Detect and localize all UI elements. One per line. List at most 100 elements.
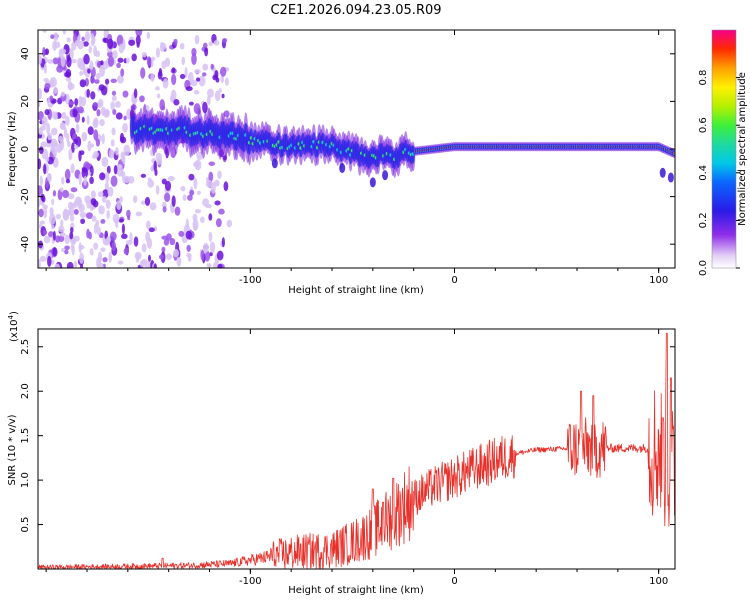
noise-blob — [78, 173, 82, 185]
spectrogram-marks — [38, 30, 675, 268]
noise-blob — [83, 53, 90, 65]
noise-blob — [125, 239, 133, 246]
noise-blob — [79, 252, 85, 265]
noise-blob — [47, 172, 52, 182]
noise-blob — [121, 170, 126, 183]
noise-blob — [60, 55, 66, 68]
noise-blob — [106, 209, 110, 220]
noise-blob — [97, 191, 104, 198]
noise-blob — [69, 231, 74, 240]
noise-blob — [93, 129, 99, 141]
noise-blob — [43, 206, 48, 219]
noise-blob — [123, 115, 127, 121]
noise-blob — [171, 73, 177, 86]
noise-blob — [220, 75, 225, 83]
noise-blob — [55, 235, 61, 243]
noise-blob — [95, 138, 100, 147]
noise-blob — [73, 200, 78, 209]
noise-blob — [156, 93, 161, 99]
noise-blob — [157, 70, 163, 80]
noise-blob — [100, 247, 106, 252]
noise-blob — [153, 263, 157, 268]
noise-blob — [102, 257, 108, 263]
noise-blob — [126, 209, 131, 218]
noise-blob — [88, 45, 92, 54]
snr-x-tick-label: -100 — [239, 576, 262, 587]
noise-blob — [45, 156, 50, 163]
noise-blob — [52, 157, 59, 168]
noise-blob — [64, 249, 69, 255]
noise-blob — [78, 203, 85, 213]
noise-blob — [82, 41, 89, 47]
noise-blob — [65, 68, 72, 78]
noise-blob — [161, 201, 167, 208]
noise-blob — [99, 172, 106, 181]
snr-y-tick-label: 0.5 — [20, 517, 31, 533]
noise-blob — [40, 141, 48, 148]
noise-blob — [210, 63, 214, 70]
noise-blob — [146, 56, 152, 67]
noise-blob — [118, 43, 125, 54]
noise-blob — [108, 149, 114, 159]
noise-blob — [115, 112, 123, 120]
noise-blob — [150, 56, 156, 62]
noise-blob — [110, 101, 115, 111]
noise-blob — [51, 198, 55, 206]
noise-blob — [43, 63, 47, 74]
noise-blob — [70, 243, 74, 252]
snr-y-tick-label: 1.5 — [20, 428, 31, 444]
noise-blob — [107, 55, 115, 67]
noise-blob — [79, 211, 87, 218]
spectrogram-panel: -100 0 100 -40 -20 0 20 40 Height of straight … — [7, 29, 676, 296]
noise-blob — [75, 123, 80, 133]
noise-blob — [97, 98, 104, 108]
noise-blob — [203, 250, 211, 262]
noise-blob — [122, 122, 128, 133]
noise-blob — [60, 219, 64, 227]
noise-blob — [66, 132, 70, 143]
noise-blob — [146, 31, 151, 40]
noise-blob — [62, 209, 70, 221]
colorbar-label: Normalized spectral amplitude — [737, 72, 748, 226]
noise-blob — [189, 189, 195, 196]
noise-blob — [155, 86, 160, 91]
noise-blob — [100, 106, 106, 116]
noise-blob — [184, 66, 188, 78]
noise-blob — [179, 73, 186, 80]
noise-blob — [107, 186, 114, 197]
noise-blob — [65, 178, 71, 184]
noise-blob — [81, 167, 88, 179]
noise-blob — [150, 73, 155, 82]
band-outlier — [339, 163, 346, 174]
noise-blob — [213, 39, 220, 46]
snr-frame — [37, 328, 676, 570]
colorbar-tick-label: 0.8 — [698, 70, 709, 86]
noise-blob — [55, 213, 62, 220]
noise-blob — [65, 115, 70, 126]
figure-title: C2E1.2026.094.23.05.R09 — [270, 3, 441, 18]
noise-blob — [187, 253, 192, 262]
noise-blob — [39, 255, 47, 262]
colorbar-tick-label: 0.2 — [698, 212, 709, 228]
noise-blob — [90, 77, 96, 84]
noise-blob — [47, 59, 54, 64]
noise-blob — [43, 235, 51, 244]
noise-blob — [202, 72, 207, 77]
colorbar-tick-label: 0.0 — [698, 260, 709, 276]
noise-blob — [105, 171, 110, 183]
noise-blob — [38, 110, 44, 121]
noise-blob — [148, 227, 155, 233]
spectrogram-y-label: Frequency (Hz) — [7, 111, 18, 187]
noise-blob — [144, 260, 150, 268]
noise-blob — [159, 254, 164, 260]
band-outlier — [271, 158, 278, 169]
noise-blob — [200, 250, 205, 261]
noise-blob — [193, 90, 200, 95]
noise-blob — [140, 200, 146, 205]
noise-blob — [206, 263, 212, 268]
noise-blob — [64, 245, 70, 251]
noise-blob — [61, 176, 65, 185]
noise-blob — [59, 139, 65, 151]
noise-blob — [209, 241, 216, 253]
noise-blob — [129, 232, 133, 243]
